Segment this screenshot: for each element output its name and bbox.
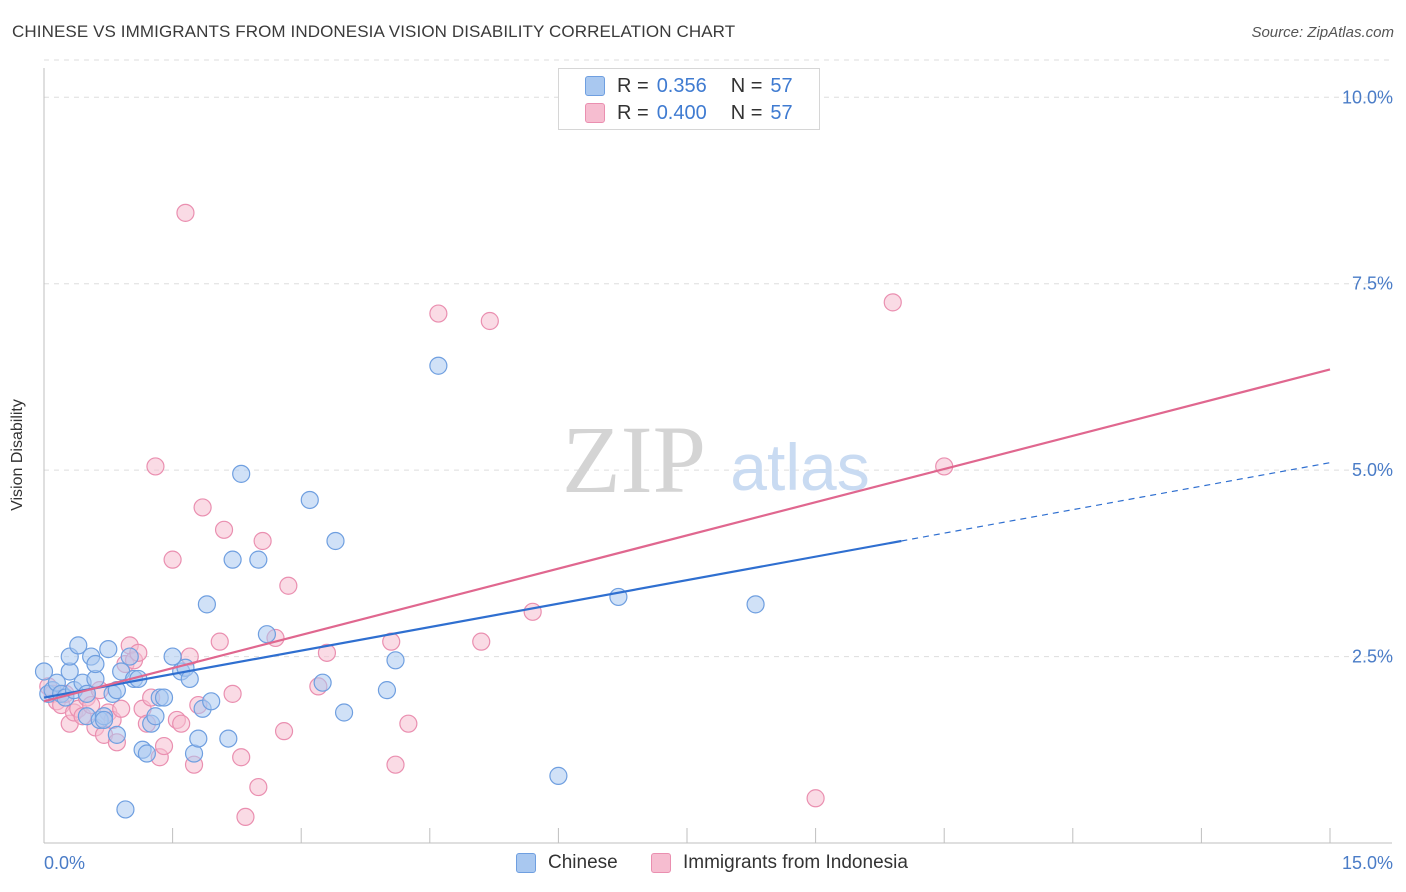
axes bbox=[43, 68, 1392, 844]
chinese-point bbox=[202, 692, 221, 711]
y-tick-label: 2.5% bbox=[1352, 647, 1393, 667]
indonesia-point bbox=[480, 311, 499, 331]
legend-item-chinese[interactable]: Chinese bbox=[516, 852, 618, 874]
indonesia-point bbox=[399, 714, 418, 733]
legend-item-indonesia[interactable]: Immigrants from Indonesia bbox=[651, 852, 908, 874]
chinese-point bbox=[334, 703, 354, 722]
chinese-point bbox=[326, 531, 345, 551]
chinese-point bbox=[34, 662, 54, 681]
chinese-point bbox=[154, 688, 174, 707]
indonesia-point bbox=[523, 602, 542, 621]
watermark-atlas: atlas bbox=[730, 430, 869, 504]
chinese-point bbox=[257, 625, 277, 644]
chinese-point bbox=[86, 654, 105, 674]
chinese-point bbox=[549, 766, 568, 785]
r-label: R = bbox=[617, 101, 649, 124]
chinese-point bbox=[313, 673, 332, 692]
chinese-point bbox=[300, 490, 319, 510]
chinese-point bbox=[189, 729, 208, 748]
legend-label-indonesia: Immigrants from Indonesia bbox=[683, 852, 908, 873]
gridlines bbox=[44, 59, 1392, 658]
chinese-point bbox=[137, 744, 156, 763]
r-value-indonesia: 0.400 bbox=[656, 101, 707, 124]
watermark: ZIP atlas bbox=[562, 406, 870, 513]
chinese-point bbox=[232, 464, 251, 483]
indonesia-point bbox=[154, 736, 174, 756]
indonesia-point bbox=[274, 722, 294, 741]
series-legend: Chinese Immigrants from Indonesia bbox=[0, 852, 1406, 878]
chinese-point bbox=[197, 595, 216, 614]
indonesia-point bbox=[317, 643, 337, 662]
tick-labels: 2.5% 5.0% 7.5% 10.0% 0.0% 15.0% bbox=[44, 87, 1393, 873]
chinese-point bbox=[94, 710, 114, 730]
indonesia-point bbox=[236, 807, 255, 827]
chinese-point bbox=[429, 356, 448, 375]
chinese-point bbox=[377, 681, 397, 700]
chinese-point bbox=[69, 636, 88, 655]
indonesia-trend-line bbox=[43, 368, 1331, 703]
n-label: N = bbox=[730, 101, 763, 124]
legend-swatch-indonesia bbox=[585, 103, 605, 123]
indonesia-point bbox=[429, 304, 448, 323]
n-value-indonesia: 57 bbox=[770, 101, 793, 124]
stats-legend: R = 0.356 N = 57 R = 0.400 N = 57 bbox=[558, 68, 820, 130]
chinese-trend-extension bbox=[901, 462, 1331, 542]
legend-swatch-chinese bbox=[585, 76, 605, 96]
legend-swatch-indonesia bbox=[651, 853, 671, 873]
indonesia-point bbox=[386, 755, 405, 774]
n-label: N = bbox=[730, 74, 763, 97]
indonesia-point bbox=[214, 520, 234, 539]
chinese-point bbox=[99, 640, 118, 659]
chinese-point bbox=[219, 729, 238, 748]
y-tick-label: 7.5% bbox=[1352, 274, 1393, 294]
chinese-point bbox=[120, 647, 139, 666]
y-tick-label: 10.0% bbox=[1342, 87, 1393, 107]
x-tick-label: 0.0% bbox=[44, 853, 85, 873]
indonesia-point bbox=[176, 203, 195, 222]
indonesia-point bbox=[232, 748, 251, 767]
indonesia-point bbox=[112, 699, 131, 718]
indonesia-point bbox=[249, 777, 268, 797]
y-tick-label: 5.0% bbox=[1352, 460, 1393, 480]
x-tick-label: 15.0% bbox=[1342, 853, 1393, 873]
chinese-point bbox=[249, 550, 268, 569]
chinese-point bbox=[146, 707, 165, 726]
indonesia-point bbox=[193, 498, 212, 517]
r-label: R = bbox=[617, 74, 649, 97]
chinese-point bbox=[223, 550, 242, 569]
legend-swatch-chinese bbox=[516, 853, 536, 873]
legend-label-chinese: Chinese bbox=[548, 852, 618, 873]
indonesia-point bbox=[253, 531, 272, 551]
chinese-point bbox=[386, 651, 405, 670]
indonesia-point bbox=[223, 684, 242, 703]
chinese-trend-line bbox=[43, 539, 902, 699]
indonesia-point bbox=[210, 632, 229, 651]
trend-lines bbox=[43, 368, 1331, 703]
chinese-point bbox=[116, 800, 135, 819]
legend-row-chinese: R = 0.356 N = 57 bbox=[559, 73, 793, 99]
watermark-zip: ZIP bbox=[562, 406, 706, 513]
n-value-chinese: 57 bbox=[770, 74, 793, 97]
chinese-point bbox=[746, 595, 765, 614]
r-value-chinese: 0.356 bbox=[656, 74, 707, 97]
indonesia-point bbox=[279, 576, 298, 595]
indonesia-point bbox=[146, 457, 165, 476]
chinese-point bbox=[184, 744, 204, 763]
series-indonesia-points bbox=[39, 203, 954, 827]
source-credit: Source: ZipAtlas.com bbox=[1251, 24, 1394, 41]
legend-row-indonesia: R = 0.400 N = 57 bbox=[559, 100, 793, 126]
indonesia-point bbox=[472, 632, 491, 651]
indonesia-point bbox=[172, 714, 191, 733]
chinese-point bbox=[107, 725, 126, 744]
indonesia-point bbox=[806, 789, 825, 808]
indonesia-point bbox=[883, 293, 902, 312]
indonesia-point bbox=[163, 550, 182, 569]
chinese-point bbox=[163, 647, 182, 666]
chart-title: CHINESE VS IMMIGRANTS FROM INDONESIA VIS… bbox=[12, 22, 736, 41]
